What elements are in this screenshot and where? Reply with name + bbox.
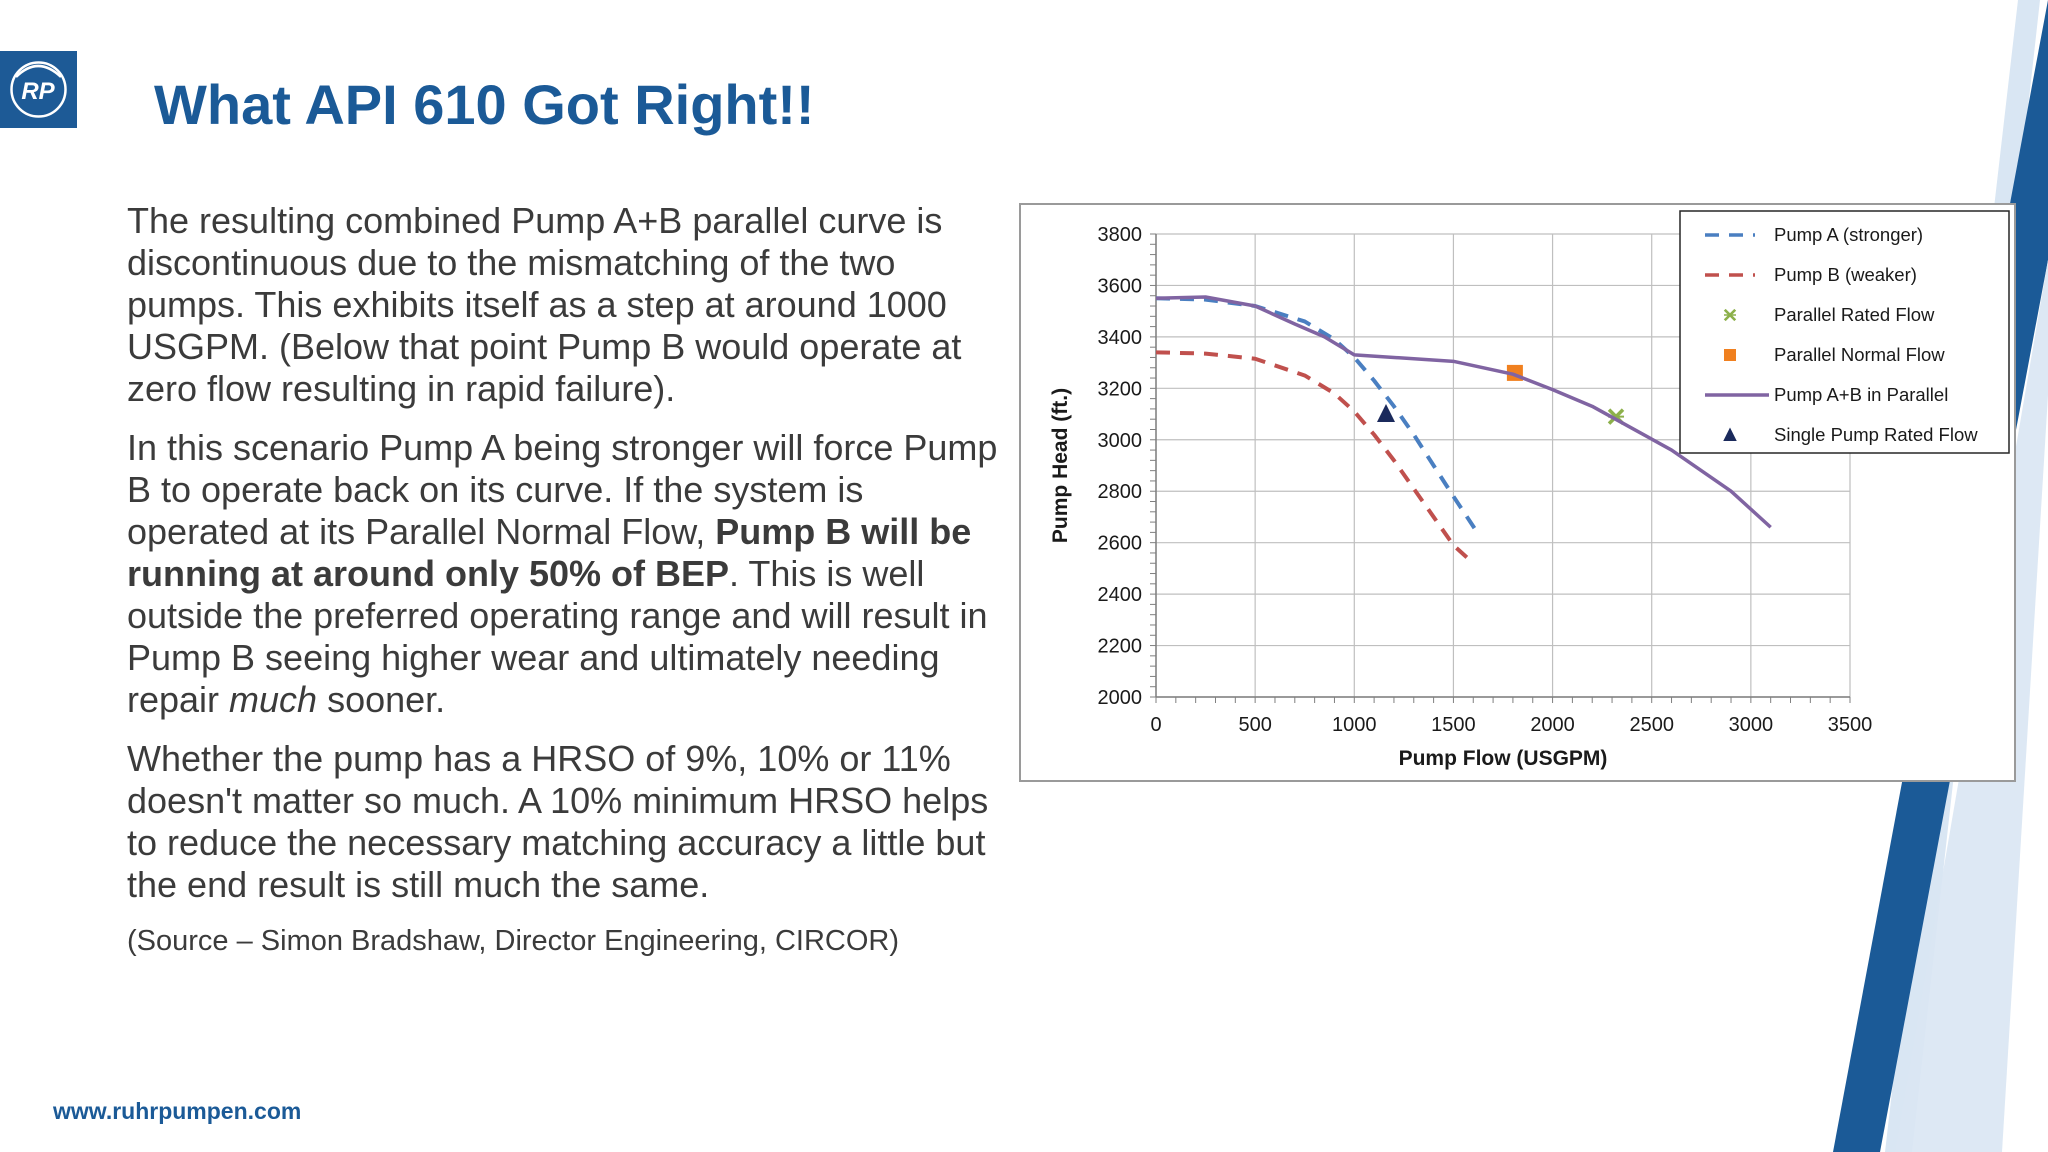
- legend-label-parallel-rated-flow: Parallel Rated Flow: [1774, 304, 1935, 325]
- logo-letters: RP: [21, 78, 55, 105]
- x-tick-label-2000: 2000: [1530, 714, 1575, 736]
- legend-label-single-pump-rated-flow: Single Pump Rated Flow: [1774, 424, 1978, 445]
- y-tick-label-2400: 2400: [1098, 584, 1143, 606]
- y-tick-label-2600: 2600: [1098, 533, 1143, 555]
- y-axis-title: Pump Head (ft.): [1049, 388, 1072, 543]
- x-tick-label-3500: 3500: [1828, 714, 1873, 736]
- paragraph-2-part-1: In this scenario Pump A being stronger w…: [127, 427, 998, 552]
- chart-svg: 0 500 1000 1500 2000 2500 3000 3500 2000 2200 2400…: [1049, 210, 2010, 770]
- x-tick-label-0: 0: [1150, 714, 1161, 736]
- chart-legend: Pump A (stronger) Pump B (weaker) Parallel…: [1679, 210, 2010, 454]
- legend-swatch-parallel-normal-flow: [1724, 349, 1736, 361]
- series-line-pump-b-weaker: [1155, 350, 1475, 565]
- x-tick-label-500: 500: [1238, 714, 1271, 736]
- legend-swatch-single-pump-rated-flow: [1723, 427, 1737, 441]
- source-citation: (Source – Simon Bradshaw, Director Engin…: [127, 925, 900, 957]
- legend-swatch-parallel-rated-flow: [1723, 308, 1737, 322]
- paragraph-2-part-2: . This is well outside the preferred ope…: [127, 553, 988, 720]
- y-tick-label-2200: 2200: [1098, 636, 1143, 658]
- legend-label-parallel-normal-flow: Parallel Normal Flow: [1774, 344, 1945, 365]
- series-marker-single-pump-rated-flow: [1377, 404, 1396, 423]
- paragraph-2-part-3: sooner.: [317, 679, 446, 720]
- y-tick-label-2800: 2800: [1098, 481, 1143, 503]
- pump-curve-chart: 0 500 1000 1500 2000 2500 3000 3500 2000 2200 2400…: [1019, 203, 2016, 782]
- series-line-pump-a-b-in-parallel: [1155, 295, 1772, 529]
- legend-label-pump-b-weaker: Pump B (weaker): [1774, 264, 1917, 285]
- y-tick-label-3600: 3600: [1098, 275, 1143, 297]
- paragraph-1: The resulting combined Pump A+B parallel…: [127, 200, 962, 409]
- axis-ticks: 0 500 1000 1500 2000 2500 3000 3500 2000 2200 2400…: [1098, 224, 1873, 736]
- legend-marker-parallel-rated-flow: [1723, 308, 1737, 322]
- chart-series: [1155, 295, 1772, 565]
- paragraph-3: Whether the pump has a HRSO of 9%, 10% o…: [127, 738, 989, 905]
- ruhrpumpen-logo: RP: [0, 51, 77, 128]
- y-tick-label-2000: 2000: [1098, 687, 1143, 709]
- x-tick-label-2500: 2500: [1629, 714, 1674, 736]
- legend-marker-parallel-normal-flow: [1724, 349, 1736, 361]
- x-tick-label-3000: 3000: [1729, 714, 1774, 736]
- footer-website-link[interactable]: www.ruhrpumpen.com: [53, 1098, 302, 1124]
- slide-title: What API 610 Got Right!!: [154, 73, 815, 136]
- x-tick-label-1500: 1500: [1431, 714, 1476, 736]
- x-tick-label-1000: 1000: [1332, 714, 1377, 736]
- body-text: The resulting combined Pump A+B parallel…: [127, 200, 1007, 976]
- legend-marker-single-pump-rated-flow: [1723, 427, 1737, 441]
- grid-lines: [1155, 233, 1851, 698]
- series-line-pump-a-stronger: [1155, 296, 1479, 534]
- y-tick-label-3400: 3400: [1098, 327, 1143, 349]
- paragraph-2-bold: Pump B will be running at around only 50…: [127, 511, 972, 594]
- legend-label-pump-a-b-in-parallel: Pump A+B in Parallel: [1774, 384, 1948, 405]
- y-tick-label-3800: 3800: [1098, 224, 1143, 246]
- legend-box: [1679, 210, 2010, 454]
- y-tick-label-3000: 3000: [1098, 430, 1143, 452]
- paragraph-2: In this scenario Pump A being stronger w…: [127, 427, 1007, 721]
- y-tick-label-3200: 3200: [1098, 378, 1143, 400]
- legend-label-pump-a-stronger: Pump A (stronger): [1774, 224, 1923, 245]
- x-axis-title: Pump Flow (USGPM): [1399, 747, 1608, 770]
- paragraph-2-italic: much: [229, 679, 318, 720]
